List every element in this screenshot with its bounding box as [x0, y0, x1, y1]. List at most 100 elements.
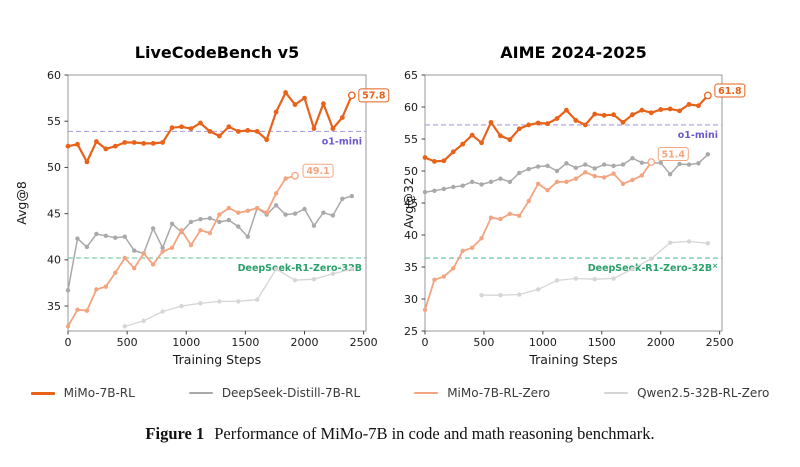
series-marker	[169, 221, 175, 226]
series-marker	[517, 170, 522, 176]
series-line-mimo-7b-rl-zero	[67, 174, 296, 328]
series-marker	[65, 288, 71, 293]
series-marker	[554, 116, 560, 121]
series-marker	[330, 271, 336, 276]
series-marker	[311, 126, 317, 132]
series-marker	[460, 141, 466, 147]
series-marker	[460, 183, 465, 188]
legend-item-qwen2-5-32b-rl-zero: Qwen2.5-32B-RL-Zero	[604, 386, 769, 400]
figure-caption: Figure 1 Performance of MiMo-7B in code a…	[0, 424, 800, 444]
series-marker	[226, 205, 232, 211]
series-marker	[432, 277, 437, 282]
series-marker	[630, 266, 635, 272]
series-marker	[469, 245, 475, 250]
series-marker	[179, 303, 184, 309]
x-tick-label: 2500	[706, 336, 734, 349]
series-marker	[150, 226, 156, 231]
series-marker	[441, 274, 447, 279]
series-marker	[705, 241, 711, 246]
series-marker	[141, 251, 146, 256]
series-marker	[441, 158, 447, 164]
y-tick-label: 60	[404, 101, 418, 114]
y-tick-label: 30	[404, 293, 418, 306]
series-marker	[65, 324, 71, 329]
series-marker	[226, 124, 232, 130]
series-marker	[583, 162, 588, 167]
series-marker	[620, 162, 626, 167]
series-marker	[113, 270, 118, 275]
series-marker	[573, 276, 579, 281]
x-tick-label: 1500	[588, 336, 616, 349]
series-marker	[217, 212, 222, 217]
series-marker	[498, 292, 503, 298]
series-marker	[583, 170, 588, 175]
series-marker	[160, 249, 165, 254]
series-marker	[564, 179, 569, 185]
series-marker	[160, 140, 166, 145]
series-end-ring-marker	[704, 91, 712, 100]
series-marker	[349, 193, 355, 199]
series-marker	[573, 176, 579, 181]
series-marker	[677, 108, 682, 114]
series-marker	[554, 168, 560, 174]
series-marker	[292, 277, 298, 283]
ref-line-label-deepseek-r1-zero-32b: DeepSeek-R1-Zero-32B×	[588, 262, 718, 274]
series-marker	[283, 90, 288, 95]
series-marker	[160, 245, 165, 251]
series-marker	[630, 177, 635, 183]
series-marker	[169, 245, 175, 251]
series-marker	[207, 128, 213, 134]
series-marker	[677, 161, 682, 167]
series-marker	[620, 119, 626, 125]
series-marker	[330, 126, 336, 132]
series-marker	[103, 284, 109, 289]
series-marker	[667, 172, 673, 177]
series-marker	[488, 215, 494, 220]
series-marker	[479, 236, 484, 241]
series-marker	[639, 160, 645, 165]
series-marker	[535, 120, 541, 126]
legend-line-swatch	[30, 391, 55, 395]
end-value-box	[302, 163, 334, 178]
series-marker	[611, 112, 616, 118]
series-marker	[236, 224, 241, 229]
series-marker	[649, 256, 654, 261]
series-marker	[179, 124, 184, 130]
series-marker	[601, 162, 607, 167]
series-marker	[75, 236, 80, 241]
x-axis-label: Training Steps	[528, 352, 617, 367]
series-marker	[330, 213, 336, 218]
series-marker	[498, 133, 503, 139]
series-marker	[488, 119, 494, 125]
series-marker	[273, 203, 279, 208]
series-marker	[592, 111, 598, 117]
series-marker	[65, 143, 71, 149]
series-marker	[141, 140, 147, 146]
series-marker	[686, 162, 692, 167]
series-marker	[432, 159, 437, 164]
series-marker	[150, 140, 156, 146]
series-marker	[658, 160, 663, 165]
series-end-ring-marker	[291, 171, 299, 180]
x-tick-label: 1500	[231, 336, 259, 349]
series-marker	[611, 276, 616, 281]
series-marker	[122, 234, 127, 239]
series-marker	[339, 115, 345, 120]
series-marker	[198, 216, 203, 222]
series-marker	[264, 210, 269, 215]
series-marker	[498, 176, 503, 181]
series-marker	[93, 139, 99, 144]
y-tick-label: 35	[404, 261, 418, 274]
ref-line-label-o1-mini: o1-mini	[678, 130, 718, 141]
series-marker	[460, 248, 465, 254]
series-marker	[488, 179, 494, 185]
series-marker	[122, 255, 127, 261]
legend-item-label: MiMo-7B-RL	[63, 386, 135, 400]
series-marker	[422, 155, 428, 160]
legend-item-mimo-7b-rl: MiMo-7B-RL	[30, 386, 135, 400]
legend-item-label: Qwen2.5-32B-RL-Zero	[637, 386, 770, 400]
end-value-label: 61.8	[718, 86, 742, 97]
end-value-label: 57.8	[362, 91, 386, 102]
y-tick-label: 55	[47, 115, 61, 128]
series-marker	[160, 309, 165, 314]
